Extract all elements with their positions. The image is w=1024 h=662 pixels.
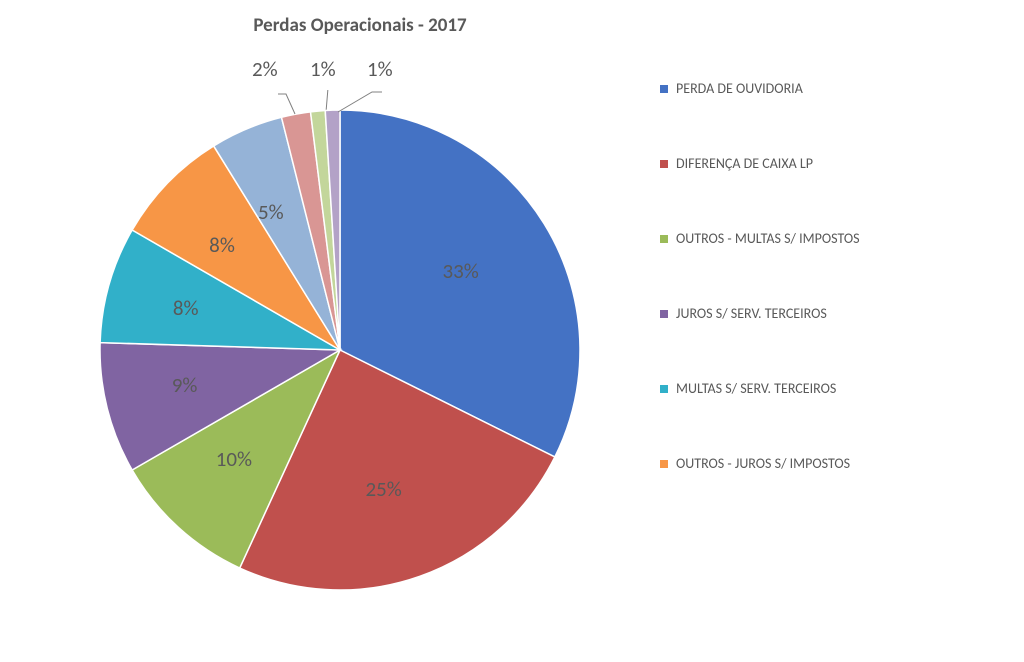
legend-marker <box>660 235 668 243</box>
legend-label: JUROS S/ SERV. TERCEIROS <box>676 305 827 322</box>
data-label: 5% <box>258 199 284 225</box>
legend-marker <box>660 310 668 318</box>
legend-item: JUROS S/ SERV. TERCEIROS <box>660 305 860 322</box>
legend-label: PERDA DE OUVIDORIA <box>676 80 803 97</box>
legend-marker <box>660 460 668 468</box>
legend-label: DIFERENÇA DE CAIXA LP <box>676 155 813 172</box>
legend-label: OUTROS - JUROS S/ IMPOSTOS <box>676 455 850 472</box>
pie-svg <box>80 90 600 610</box>
data-label: 33% <box>443 258 479 284</box>
legend-marker <box>660 160 668 168</box>
data-label: 8% <box>209 232 235 258</box>
data-label: 1% <box>367 56 393 82</box>
data-label: 10% <box>216 446 252 472</box>
data-label: 9% <box>172 372 198 398</box>
chart-title: Perdas Operacionais - 2017 <box>80 0 640 37</box>
data-label: 2% <box>252 56 278 82</box>
leader-line <box>338 92 382 112</box>
legend-marker <box>660 385 668 393</box>
legend-label: MULTAS S/ SERV. TERCEIROS <box>676 380 836 397</box>
legend-item: OUTROS - MULTAS S/ IMPOSTOS <box>660 230 860 247</box>
legend-item: OUTROS - JUROS S/ IMPOSTOS <box>660 455 860 472</box>
legend-marker <box>660 85 668 93</box>
pie-chart: 33% 25% 10% 9% 8% 8% 5% 2% 1% 1% <box>0 40 640 620</box>
data-label: 8% <box>173 295 199 321</box>
chart-legend: PERDA DE OUVIDORIA DIFERENÇA DE CAIXA LP O… <box>660 80 860 472</box>
leader-line <box>326 90 328 112</box>
data-label: 25% <box>365 476 401 502</box>
legend-label: OUTROS - MULTAS S/ IMPOSTOS <box>676 230 860 247</box>
legend-item: DIFERENÇA DE CAIXA LP <box>660 155 860 172</box>
data-label: 1% <box>310 56 336 82</box>
legend-item: MULTAS S/ SERV. TERCEIROS <box>660 380 860 397</box>
leader-line <box>278 94 295 114</box>
legend-item: PERDA DE OUVIDORIA <box>660 80 860 97</box>
